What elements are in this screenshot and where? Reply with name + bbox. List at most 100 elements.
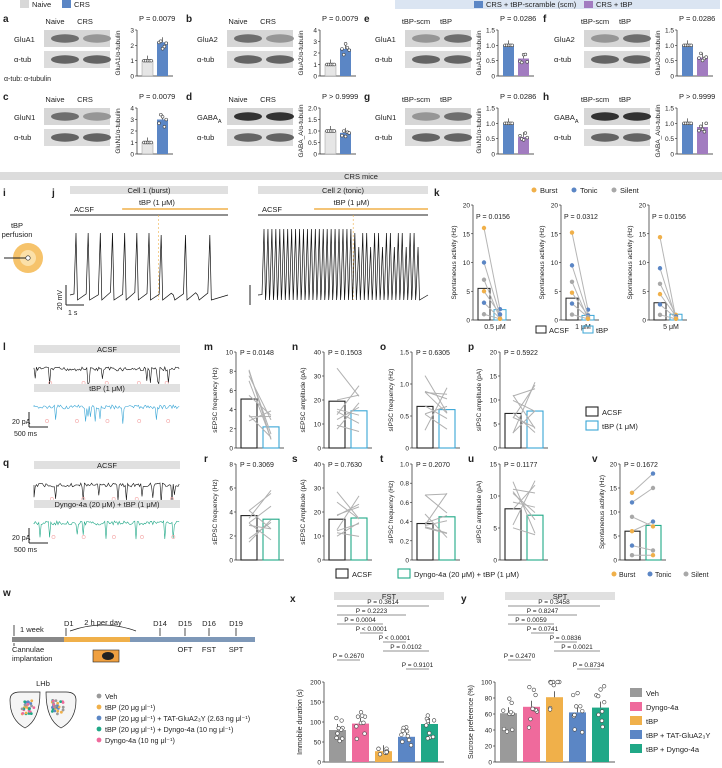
pair-line (424, 513, 448, 538)
legend-bar (395, 0, 720, 9)
injection-dot (53, 709, 57, 713)
event-marker (51, 535, 56, 539)
y-axis-label: Spontaneous activity (Hz) (451, 225, 458, 299)
brain-right (45, 691, 77, 729)
pair-line (631, 473, 654, 494)
blot-band (83, 34, 111, 43)
y-tick-label: 20 (314, 398, 322, 405)
pair-line (659, 314, 677, 320)
panel-letter-h: h (543, 92, 549, 103)
data-point (599, 718, 604, 723)
y-tick-label: 4 (229, 510, 233, 517)
y-tick-label: 10 (463, 260, 471, 267)
reference-label: α-tub (14, 133, 31, 142)
data-point (525, 60, 529, 64)
y-tick-label: 0.8 (400, 481, 409, 488)
data-point (164, 41, 168, 45)
legend-silent: Silent (620, 186, 640, 195)
data-point (509, 700, 514, 706)
data-point (596, 712, 601, 717)
pair-line (336, 408, 360, 416)
p-value: P = 0.0156 (476, 214, 510, 221)
injection-dot (30, 704, 33, 708)
perfusion-label: perfusion (2, 230, 33, 239)
bar-group-1 (352, 723, 369, 762)
data-point (650, 471, 656, 476)
bar-acsf (240, 515, 258, 561)
y-tick-label: 30 (314, 374, 322, 381)
week-label: 1 week (20, 625, 44, 634)
legend-swatch-tbp (585, 420, 599, 431)
bar-acsf (477, 287, 491, 321)
day-label: D1 (64, 619, 74, 628)
data-point (425, 736, 430, 741)
data-point (650, 485, 656, 491)
y-tick-label: 15 (551, 231, 559, 238)
data-point (425, 719, 431, 724)
cell-header (258, 186, 428, 194)
reference-label: α-tub (197, 133, 214, 142)
y-tick-label: 8 (229, 462, 233, 469)
panel-letter-t: t (380, 454, 384, 465)
y-tick-label: 10 (314, 422, 322, 429)
acsf-label: ACSF (97, 461, 117, 470)
trace-acsf (33, 366, 180, 386)
lane-label: tBP (619, 17, 631, 26)
y-tick-label: 0.5 (665, 58, 674, 65)
pair-line (571, 292, 589, 316)
data-point (697, 128, 701, 133)
pair-line (248, 524, 272, 530)
data-point (159, 112, 163, 117)
legend-marker (531, 187, 537, 193)
data-point (339, 718, 344, 723)
p-value: P = 0.2223 (356, 608, 388, 615)
panel-letter-d: d (186, 92, 192, 103)
data-point (699, 51, 703, 56)
bar-acsf (328, 400, 346, 449)
data-point (343, 42, 348, 46)
blot-band (444, 112, 472, 121)
data-point (569, 301, 575, 306)
data-point (585, 316, 591, 322)
pair-line (512, 412, 536, 433)
y-tick-label: 15 (639, 231, 647, 238)
data-point (657, 291, 663, 297)
y-tick-label: 10 (639, 260, 647, 267)
legend-swatch (630, 702, 642, 711)
panel-letter-n: n (292, 342, 298, 353)
group-marker (96, 726, 102, 732)
timeline-week (12, 637, 64, 642)
pair-line (336, 495, 360, 531)
lhb-label: LHb (36, 679, 50, 688)
group-marker (96, 715, 102, 721)
data-point (377, 752, 383, 757)
cell-label: Cell 1 (burst) (128, 186, 171, 195)
pair-line (248, 410, 272, 422)
data-point (164, 117, 168, 122)
data-point (355, 714, 361, 719)
legend-swatch-naive (20, 0, 29, 8)
data-point (523, 131, 528, 135)
panel-letter-x: x (290, 594, 296, 605)
bar-group-4 (592, 707, 609, 762)
y-tick-label: 0 (554, 318, 558, 325)
data-point (358, 710, 364, 715)
data-point (704, 55, 708, 59)
group-marker (96, 693, 102, 699)
scale-label-v: 20 mV (57, 290, 64, 311)
injection-dot (32, 706, 36, 709)
p-value: P = 0.7630 (328, 462, 362, 469)
bar-group-3 (569, 712, 586, 762)
scale-label-t: 500 ms (14, 547, 37, 554)
injection-dot (51, 699, 55, 703)
y-axis-label: GABA_A/α-tubulin (298, 104, 305, 157)
y-tick-label: 1.5 (665, 106, 674, 113)
y-tick-label: 0.5 (486, 136, 495, 143)
injection-dot (54, 699, 58, 703)
chart-title: FST (382, 592, 397, 601)
data-point (569, 290, 575, 295)
bar-group-3 (398, 736, 415, 762)
legend-swatch-crs (62, 0, 71, 8)
data-point (384, 749, 389, 755)
pair-line (512, 527, 536, 536)
